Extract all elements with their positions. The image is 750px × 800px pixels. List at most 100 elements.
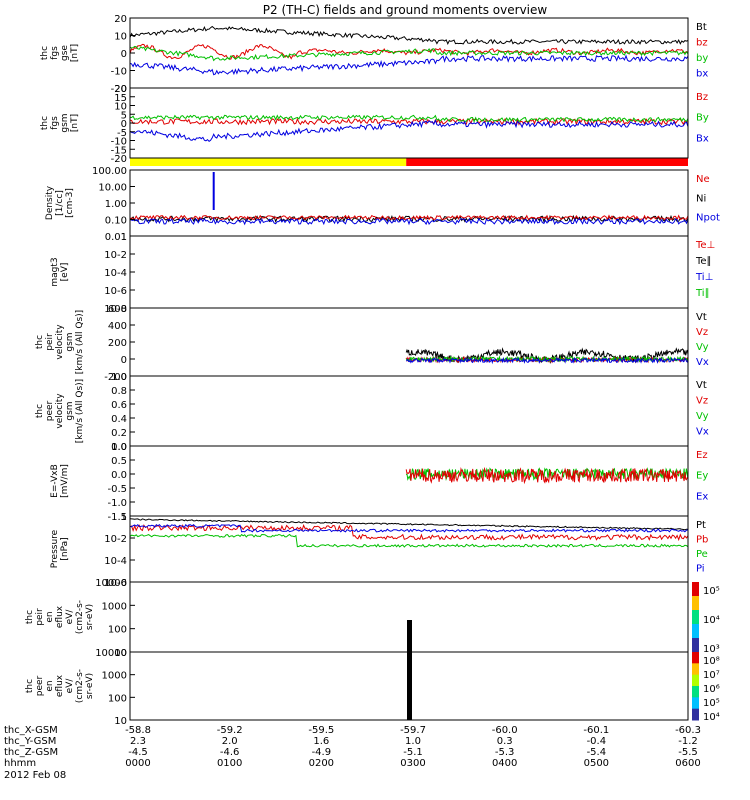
time-axis-value: 0200 [309, 758, 334, 769]
colorbar-label: 10⁵ [703, 586, 720, 597]
y-tick-label: 10-4 [104, 556, 127, 567]
y-axis-label: thc [35, 335, 45, 349]
time-axis-value: -5.4 [587, 747, 607, 758]
y-axis-label: fgs [50, 46, 60, 60]
panel-frame [129, 375, 689, 447]
legend-entry: Te⊥ [695, 240, 715, 251]
time-axis-value: -4.5 [128, 747, 148, 758]
chart-title: P2 (TH-C) fields and ground moments over… [263, 3, 548, 17]
y-tick-label: 10-2 [104, 250, 127, 261]
trace-ni [129, 214, 689, 223]
time-axis-value: -5.5 [678, 747, 698, 758]
y-tick-label: 1.00 [105, 199, 127, 210]
legend-entry: Vy [696, 342, 709, 353]
trace-ez [405, 466, 689, 485]
legend-entry: Ni [696, 193, 706, 204]
y-axis-label: gsm [60, 113, 70, 132]
trace-gsm-bx [129, 119, 689, 142]
y-axis-label: Density [45, 185, 55, 220]
trace-bx [129, 54, 689, 76]
time-axis-value: 0400 [492, 758, 517, 769]
y-tick-label: 0.10 [105, 216, 127, 227]
y-axis-label: [nT] [70, 44, 80, 62]
y-axis-label: thc [40, 116, 50, 130]
y-axis-label: eflux [55, 605, 65, 628]
y-axis-label: [cm-3] [65, 188, 75, 218]
legend-entry: Pe [696, 549, 708, 560]
y-axis-label: E=-VxB [50, 464, 60, 498]
legend-entry: Bz [696, 92, 708, 103]
colorbar-segment [692, 596, 699, 611]
y-axis-label: thc [35, 404, 45, 418]
colorbar-label: 10⁵ [703, 698, 720, 709]
time-axis-value: 0000 [125, 758, 150, 769]
y-axis-label: (cm2-s- [75, 600, 85, 634]
legend-entry: Pi [696, 564, 705, 575]
time-axis-value: -5.1 [403, 747, 423, 758]
y-axis-label: peer [35, 675, 45, 696]
y-axis-label: [nPa] [60, 537, 70, 560]
time-axis-value: -58.8 [125, 725, 151, 736]
y-tick-label: -20 [111, 154, 127, 165]
time-axis-value: 0600 [675, 758, 700, 769]
y-axis-label: Pressure [50, 529, 60, 568]
y-tick-label: 1.0 [111, 372, 127, 383]
legend-entry: Ez [696, 450, 708, 461]
y-tick-label: 10000 [95, 648, 127, 659]
y-axis-label: [km/s (All Qs)] [75, 310, 85, 374]
time-axis-value: -59.5 [308, 725, 334, 736]
legend-entry: Vx [696, 357, 709, 368]
y-axis-label: (cm2-s- [75, 669, 85, 703]
legend-entry: Vz [696, 327, 708, 338]
plot-date: 2012 Feb 08 [4, 770, 66, 781]
y-axis-label: thc [25, 679, 35, 693]
colorbar-segment [692, 697, 699, 710]
y-tick-label: 0.4 [111, 414, 127, 425]
time-axis-value: -60.3 [675, 725, 701, 736]
y-axis-label: gsm [65, 401, 75, 420]
trace-pe [129, 533, 689, 548]
y-tick-label: 10-6 [104, 578, 127, 589]
y-tick-label: 10 [114, 102, 127, 113]
time-axis-value: 0500 [584, 758, 609, 769]
legend-entry: Vt [696, 312, 707, 323]
trace-ne [129, 214, 689, 221]
trace-gsm-by [129, 114, 689, 123]
y-tick-label: -5 [117, 128, 127, 139]
y-tick-label: 10.00 [98, 183, 127, 194]
trace-bz [129, 43, 689, 61]
time-axis-value: 0.3 [497, 736, 513, 747]
y-tick-label: 20 [114, 84, 127, 95]
y-axis-label: en [45, 680, 55, 691]
legend-entry: Vx [696, 427, 709, 438]
y-tick-label: 0.01 [105, 232, 127, 243]
trace-gsm-bz [129, 117, 689, 126]
data-gap-bar [407, 620, 412, 720]
y-tick-label: -1.5 [107, 512, 127, 523]
y-tick-label: -0.5 [107, 484, 127, 495]
colorbar-segment [692, 674, 699, 687]
y-tick-label: 100.00 [92, 166, 127, 177]
y-tick-label: 100 [108, 693, 127, 704]
state-bar-yellow [130, 158, 407, 166]
y-axis-label: magt3 [50, 257, 60, 286]
y-axis-label: velocity [55, 324, 65, 360]
y-axis-label: velocity [55, 393, 65, 429]
y-axis-label: [km/s (All Qs)] [75, 379, 85, 443]
time-axis-value: 0100 [217, 758, 242, 769]
y-axis-label: sr-eV) [85, 673, 95, 699]
trace-pt [129, 518, 688, 531]
panel-frame [129, 87, 689, 159]
colorbar-segment [692, 708, 699, 721]
legend-entry: Pb [696, 535, 708, 546]
y-tick-label: -20 [111, 84, 127, 95]
colorbar-label: 10⁴ [703, 712, 720, 723]
time-axis-row-label: thc_Z-GSM [4, 747, 58, 758]
y-tick-label: 10 [114, 32, 127, 43]
y-axis-label: gse [60, 45, 70, 61]
legend-entry: Ex [696, 491, 708, 502]
time-axis-value: -0.4 [587, 736, 607, 747]
y-axis-label: [mV/m] [60, 464, 70, 498]
legend-entry: Te∥ [695, 256, 712, 267]
